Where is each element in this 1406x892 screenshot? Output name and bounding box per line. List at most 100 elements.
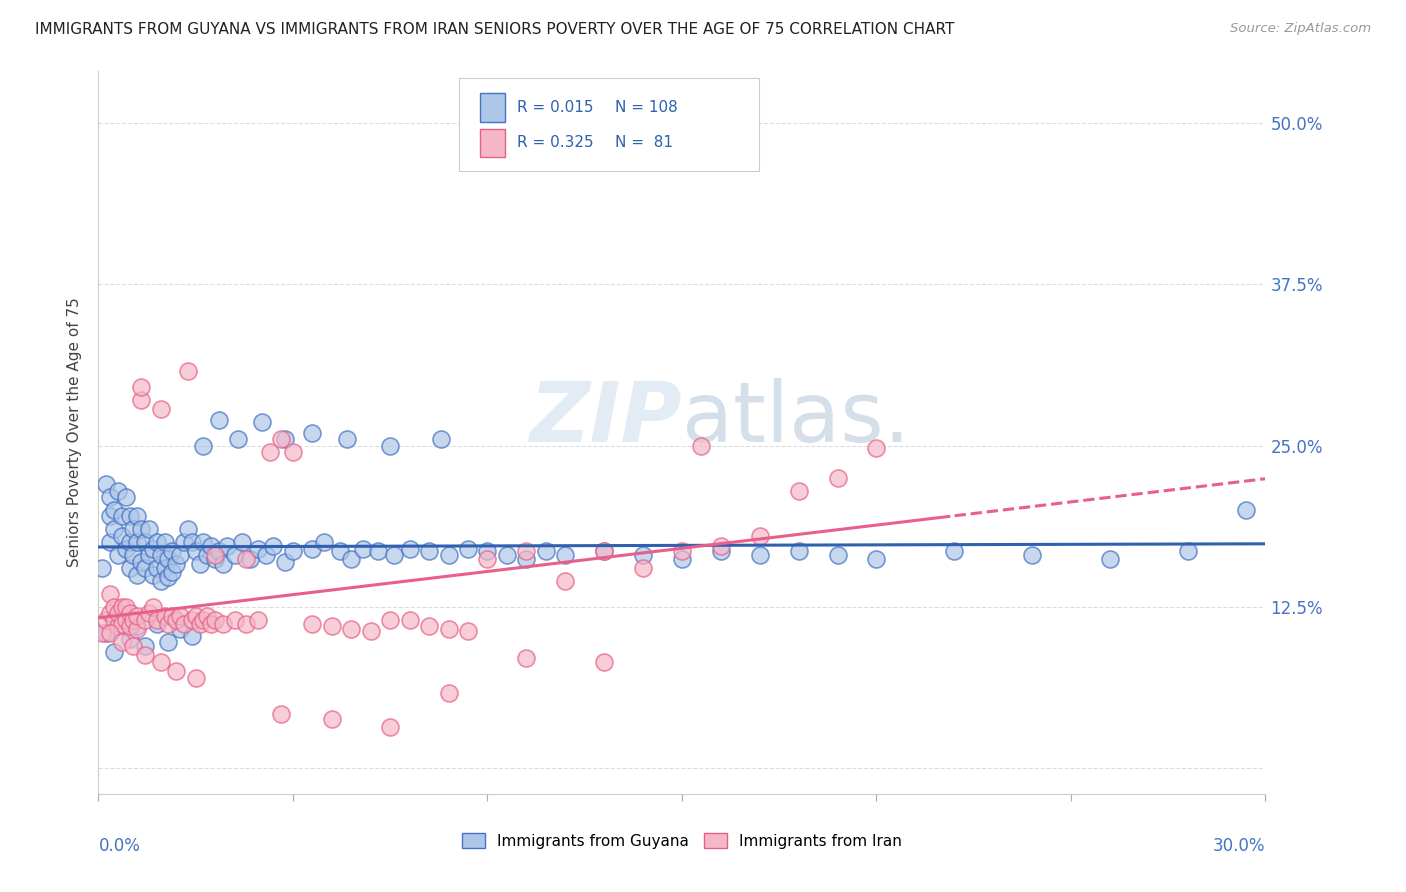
Point xyxy=(710,539,733,553)
Point xyxy=(204,552,226,566)
Point xyxy=(129,380,152,394)
Point xyxy=(177,522,200,536)
Point xyxy=(398,613,420,627)
Point xyxy=(437,686,460,700)
Point xyxy=(943,544,966,558)
Point xyxy=(98,607,121,621)
Point xyxy=(96,625,118,640)
Point xyxy=(98,535,121,549)
Point xyxy=(1021,548,1043,562)
Point xyxy=(184,544,207,558)
Point xyxy=(146,616,169,631)
Point xyxy=(631,561,654,575)
Point xyxy=(169,548,191,562)
Point xyxy=(554,548,576,562)
Point xyxy=(153,535,176,549)
Point xyxy=(195,548,218,562)
Point xyxy=(129,555,152,569)
Point xyxy=(212,558,235,572)
Point xyxy=(671,552,693,566)
Point xyxy=(321,712,343,726)
Text: R = 0.015: R = 0.015 xyxy=(516,100,593,115)
Point xyxy=(239,552,262,566)
Point xyxy=(254,548,277,562)
Point xyxy=(437,622,460,636)
Point xyxy=(180,535,202,549)
Point xyxy=(134,648,156,662)
Point xyxy=(195,608,218,623)
Point xyxy=(250,415,273,429)
Point xyxy=(111,599,134,614)
Point xyxy=(215,539,238,553)
Point xyxy=(149,402,172,417)
Point xyxy=(457,541,479,556)
Point xyxy=(865,552,887,566)
Point xyxy=(114,599,136,614)
Point xyxy=(122,639,145,653)
Point xyxy=(281,544,304,558)
Point xyxy=(118,632,141,646)
Point xyxy=(235,616,257,631)
Point xyxy=(340,622,363,636)
Point xyxy=(107,548,129,562)
Point xyxy=(103,599,125,614)
Point xyxy=(496,548,519,562)
Point xyxy=(122,613,145,627)
Point xyxy=(149,655,172,669)
Point xyxy=(169,608,191,623)
Point xyxy=(157,552,180,566)
Point xyxy=(118,535,141,549)
Point xyxy=(127,608,149,623)
Point xyxy=(457,624,479,639)
Point xyxy=(162,608,184,623)
Point xyxy=(827,471,849,485)
Point xyxy=(382,548,405,562)
Point xyxy=(173,616,195,631)
Point xyxy=(259,445,281,459)
Point xyxy=(208,544,231,558)
Point xyxy=(127,619,149,633)
Point xyxy=(787,544,810,558)
Legend: Immigrants from Guyana, Immigrants from Iran: Immigrants from Guyana, Immigrants from … xyxy=(456,827,908,855)
Point xyxy=(162,544,184,558)
Point xyxy=(188,616,211,631)
Point xyxy=(91,561,114,575)
Point xyxy=(270,432,292,446)
Point xyxy=(122,548,145,562)
Point xyxy=(153,608,176,623)
Point xyxy=(98,587,121,601)
Point xyxy=(138,607,160,621)
Text: N =  81: N = 81 xyxy=(614,136,673,151)
Point xyxy=(114,490,136,504)
Point xyxy=(184,671,207,685)
Point xyxy=(127,567,149,582)
Point xyxy=(204,613,226,627)
Point xyxy=(165,558,187,572)
Point xyxy=(748,548,770,562)
Point xyxy=(103,503,125,517)
Point xyxy=(477,552,499,566)
Point xyxy=(184,608,207,623)
Point xyxy=(515,552,537,566)
Point xyxy=(224,548,246,562)
Point xyxy=(142,567,165,582)
Point xyxy=(477,544,499,558)
Point xyxy=(1098,552,1121,566)
Point xyxy=(554,574,576,588)
Point xyxy=(127,535,149,549)
Point xyxy=(118,619,141,633)
Point xyxy=(193,535,215,549)
Point xyxy=(177,364,200,378)
Point xyxy=(231,535,253,549)
Point xyxy=(246,541,269,556)
Point xyxy=(157,634,180,648)
Point xyxy=(1177,544,1199,558)
Point xyxy=(107,607,129,621)
Point xyxy=(301,425,323,440)
Point xyxy=(165,665,187,679)
Point xyxy=(204,548,226,562)
Text: N = 108: N = 108 xyxy=(614,100,678,115)
Point xyxy=(111,509,134,524)
Point xyxy=(114,613,136,627)
Point xyxy=(111,616,134,631)
